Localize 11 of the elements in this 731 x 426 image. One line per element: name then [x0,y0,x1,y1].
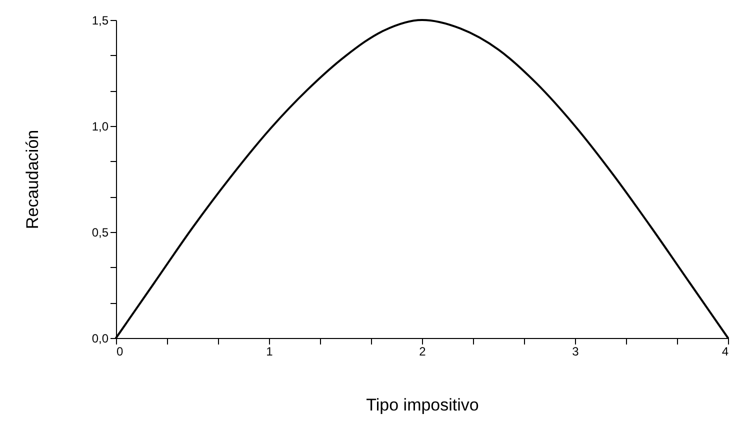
x-tick-label: 3 [572,344,580,358]
y-tick-label: 0,5 [92,226,109,240]
y-tick-label: 0,0 [92,332,109,346]
x-tick-label: 0 [116,344,124,358]
y-axis-title: Recaudación [22,130,42,230]
x-tick-label: 1 [266,344,274,358]
y-tick-label: 1,5 [92,14,109,28]
y-tick-label: 1,0 [92,120,109,134]
x-tick-label: 2 [419,344,426,358]
x-tick-label: 4 [722,344,729,358]
x-axis-title: Tipo impositivo [366,396,479,414]
